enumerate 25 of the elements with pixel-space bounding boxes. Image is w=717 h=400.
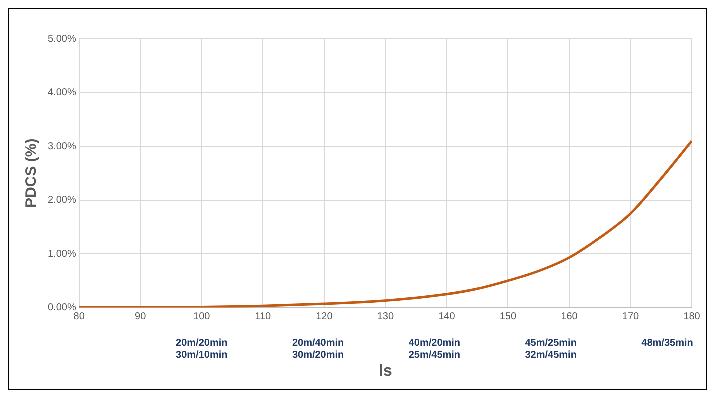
y-tick-label: 5.00% bbox=[48, 34, 76, 45]
y-axis-title: PDCS (%) bbox=[23, 138, 40, 208]
x-axis-title: ls bbox=[379, 362, 392, 380]
x-tick-label: 110 bbox=[255, 312, 272, 323]
y-tick-label: 3.00% bbox=[48, 141, 76, 152]
x-tick-label: 180 bbox=[684, 312, 701, 323]
x-tick-label: 130 bbox=[377, 312, 394, 323]
x-tick-label: 80 bbox=[74, 312, 86, 323]
x-tick-label: 170 bbox=[622, 312, 640, 323]
x-tick-label: 120 bbox=[316, 312, 334, 323]
x-tick-label: 150 bbox=[500, 312, 517, 323]
text: 40m/20min 25m/45min bbox=[408, 338, 461, 361]
line-series bbox=[79, 140, 692, 308]
y-tick-label: 0.00% bbox=[48, 302, 76, 314]
y-tick-label: 1.00% bbox=[48, 248, 76, 260]
y-tick-label: 4.00% bbox=[48, 88, 76, 99]
text: 20m/40min 30m/20min bbox=[292, 338, 344, 361]
text: 20m/20min 30m/10min bbox=[176, 338, 228, 361]
x-tick-label: 90 bbox=[135, 312, 147, 323]
text: 48m/35min bbox=[642, 338, 694, 349]
x-tick-label: 140 bbox=[438, 312, 456, 323]
text: 45m/25min 32m/45min bbox=[525, 338, 577, 361]
x-tick-label: 100 bbox=[194, 312, 211, 323]
x-tick-label: 160 bbox=[561, 312, 578, 323]
y-tick-label: 2.00% bbox=[48, 195, 76, 206]
